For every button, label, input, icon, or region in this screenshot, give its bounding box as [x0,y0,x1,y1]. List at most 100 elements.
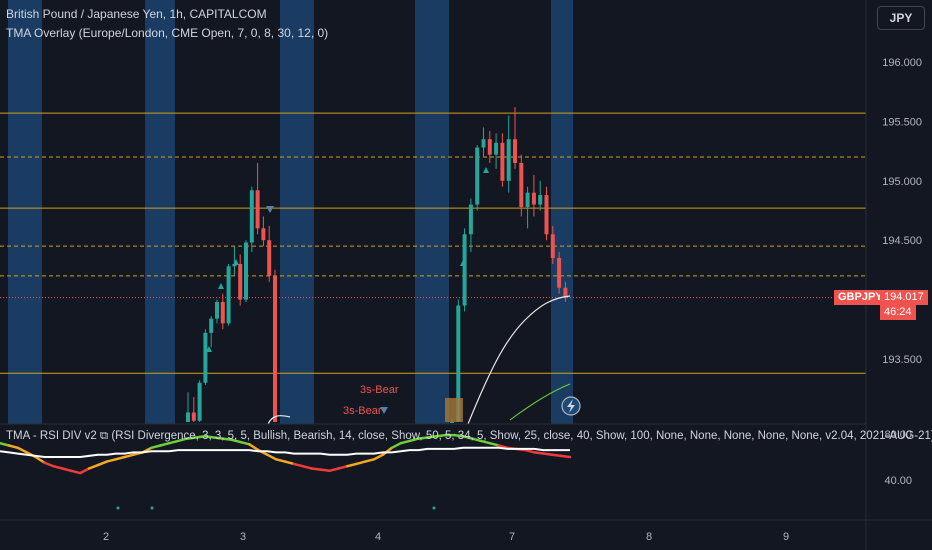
alert-icon[interactable] [561,396,581,416]
rsi-line-segment [479,439,492,445]
symbol-title[interactable]: British Pound / Japanese Yen, 1h, CAPITA… [6,7,267,21]
indicator-legend[interactable]: TMA - RSI DIV v2 ⧉ (RSI Divergence, 3, 3… [6,430,932,442]
annotation-3s-bear-2: 3s-Bear [343,405,382,417]
candle-body [481,139,486,148]
countdown-tag: 46:24 [880,305,916,320]
candle-body [475,147,480,205]
rsi-line-segment [355,460,367,466]
rsi-line-segment [533,451,545,455]
candle-body [232,263,237,267]
rsi-line-segment [346,462,358,468]
symbol-tag: GBPJPY [834,290,887,305]
candle-body [563,287,568,298]
rsi-line-segment [461,435,474,440]
candle-body [261,228,266,241]
candle-body [513,139,517,163]
candle-body [215,301,219,319]
buy-signal-marker [483,167,489,173]
price-axis-label: 193.500 [882,354,922,366]
rsi-line-segment [381,446,394,456]
candle-body [494,142,499,155]
moving-average-green [509,383,571,421]
rsi-line-segment [452,433,465,438]
rsi-line-segment [417,436,429,440]
rsi-line-segment [265,453,278,461]
price-axis-label: 195.500 [882,116,922,128]
moving-average-white-left [267,415,291,425]
buy-signal-marker [460,260,466,266]
rsi-line-segment [274,458,287,463]
rsi-axis[interactable]: 80.00 40.00 [884,429,912,487]
rsi-line-segment [239,440,251,446]
rsi-line-segment [123,453,135,459]
candle-body [487,139,492,155]
candle-body [557,258,562,288]
candle-body [506,139,511,181]
rsi-line-segment [7,444,20,450]
rsi-line-segment [542,452,554,456]
rsi-line-segment [390,441,403,450]
candle-body [544,195,549,235]
rsi-moving-average [0,446,570,458]
price-axis-label: 196.000 [882,57,922,69]
rsi-axis-label: 80.00 [884,429,912,441]
rsi-line-segment [435,433,447,438]
candle-body [244,242,248,300]
rsi-line-segment [16,446,28,454]
rsi-signal-dot [432,506,436,510]
rsi-line-segment [230,438,242,444]
session-band [551,0,573,424]
time-axis-label: 3 [240,531,246,543]
rsi-line-segment [319,468,331,473]
rsi-line-segment [114,455,126,461]
candle-body [226,266,231,324]
volume-box [445,398,463,422]
candle-body [456,305,461,422]
session-band [145,0,175,424]
rsi-line-segment [78,467,91,475]
sell-signal-marker [266,206,274,213]
rsi-line-segment [194,435,207,439]
rsi-line-segment [167,439,180,445]
rsi-line-segment [426,435,438,439]
rsi-line-segment [70,469,82,475]
last-price-tag: 194.017 [880,290,928,305]
rsi-line-segment [176,437,189,443]
price-axis[interactable]: 196.000 195.500 195.000 194.500 193.500 [882,57,922,366]
time-axis-label: 4 [375,531,381,543]
candle-body [249,190,254,243]
candle-body [500,142,505,181]
buy-signal-marker [233,259,239,265]
rsi-line-segment [497,444,509,450]
candle-body [267,240,272,276]
rsi-line-segment [185,436,198,440]
price-axis-label: 195.000 [882,176,922,188]
rsi-line-segment [488,441,500,447]
sell-signal-marker [380,407,388,414]
rsi-line-segment [87,463,100,470]
rsi-line-segment [559,454,572,459]
rsi-line-segment [363,458,376,463]
candle-body [468,204,473,235]
currency-button[interactable]: JPY [877,6,925,30]
candle-body [538,195,543,205]
rsi-line-segment [524,448,536,454]
rsi-line-segment [43,461,55,468]
rsi-line-segment [52,464,64,470]
rsi-line-segment [105,458,118,463]
rsi-axis-label: 40.00 [884,475,912,487]
candle-body [519,162,524,207]
rsi-line-segment [328,467,340,473]
rsi-line-segment [203,435,215,439]
time-axis-label: 9 [783,531,789,543]
candle-body [197,382,202,421]
annotation-3s-bear-1: 3s-Bear [360,384,399,396]
candle-body [191,412,196,421]
candle-body [238,263,243,300]
candle-body [525,192,530,207]
time-axis-label: 2 [103,531,109,543]
time-axis[interactable]: 2 3 4 7 8 9 [103,531,789,543]
overlay-legend[interactable]: TMA Overlay (Europe/London, CME Open, 7,… [6,26,329,40]
candle-body [186,412,190,422]
